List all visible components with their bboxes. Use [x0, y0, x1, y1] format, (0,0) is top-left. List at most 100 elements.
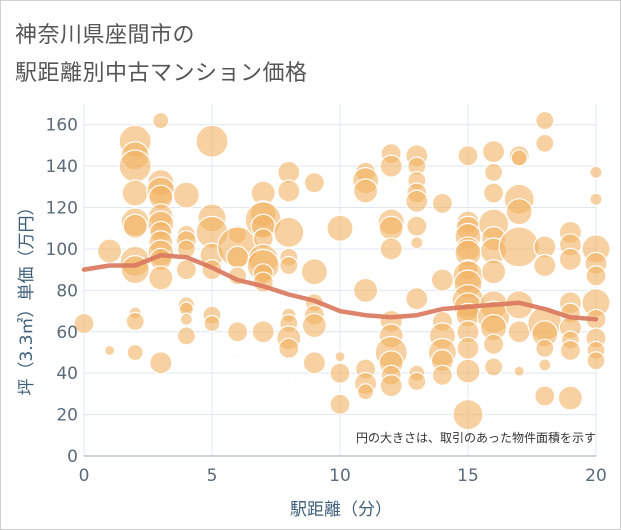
- data-point: [96, 238, 123, 264]
- data-point: [149, 351, 173, 375]
- data-point: [278, 337, 300, 359]
- data-point: [586, 351, 606, 371]
- data-point: [251, 320, 275, 344]
- data-point: [431, 192, 453, 214]
- data-point: [302, 351, 326, 375]
- data-point: [410, 236, 424, 250]
- x-tick-label: 10: [329, 466, 351, 486]
- data-point: [353, 277, 379, 303]
- data-point: [125, 311, 145, 332]
- data-point: [357, 383, 375, 401]
- data-point: [303, 172, 325, 194]
- chart-title-line-1: 神奈川県座間市の: [15, 23, 196, 48]
- data-point: [456, 336, 480, 360]
- data-point: [126, 343, 144, 362]
- data-point: [483, 182, 505, 204]
- data-point: [558, 247, 583, 271]
- data-point: [227, 321, 249, 343]
- data-point: [484, 357, 504, 377]
- data-point: [535, 133, 555, 153]
- data-point: [121, 179, 149, 207]
- data-point: [195, 124, 229, 158]
- data-point: [172, 181, 200, 209]
- y-tick-label: 0: [67, 447, 78, 467]
- x-axis-label: 駅距離（分）: [290, 500, 392, 520]
- y-tick-label: 120: [46, 199, 78, 219]
- data-point: [326, 214, 354, 242]
- data-point: [148, 265, 174, 291]
- data-point: [431, 364, 453, 386]
- data-point: [585, 265, 607, 287]
- trend-line: [81, 252, 599, 322]
- chart-title-line-2: 駅距離別中古マンション価格: [15, 61, 308, 86]
- x-tick-label: 0: [79, 466, 90, 486]
- data-point: [379, 154, 403, 178]
- data-point: [301, 312, 327, 339]
- data-point: [589, 192, 603, 206]
- data-point: [513, 365, 525, 377]
- data-point: [406, 215, 428, 237]
- y-tick-label: 140: [46, 157, 78, 177]
- data-point: [535, 338, 555, 358]
- data-point: [118, 149, 152, 183]
- data-point: [559, 339, 582, 361]
- data-point: [538, 358, 552, 372]
- data-point: [334, 351, 346, 363]
- data-point: [226, 245, 250, 269]
- data-point: [534, 385, 556, 407]
- data-point: [405, 287, 429, 311]
- data-point: [287, 375, 291, 379]
- data-point: [452, 398, 484, 431]
- data-point: [535, 110, 555, 131]
- data-point: [510, 149, 528, 167]
- data-point: [430, 268, 454, 292]
- x-tick-label: 5: [207, 466, 218, 486]
- trend-series: [81, 252, 599, 322]
- data-point: [405, 189, 429, 213]
- data-point: [407, 371, 427, 392]
- y-tick-label: 60: [56, 323, 78, 343]
- data-point: [236, 355, 240, 359]
- y-tick-label: 100: [46, 240, 78, 260]
- y-tick-label: 160: [46, 116, 78, 136]
- data-point: [300, 258, 328, 286]
- data-point: [273, 216, 305, 248]
- data-point: [482, 140, 506, 164]
- data-point: [73, 312, 95, 335]
- data-point: [152, 111, 170, 130]
- data-point: [507, 320, 531, 344]
- data-point: [329, 393, 351, 415]
- x-tick-label: 20: [585, 466, 607, 486]
- bubbles: [73, 110, 611, 431]
- tick-labels: 0 5 10 15 20 0 20 40 60 80 100 120 140 160: [46, 116, 607, 486]
- data-point: [589, 165, 603, 179]
- data-point: [484, 162, 504, 182]
- y-axis-label: 坪（3.3㎡）単価（万円）: [17, 198, 37, 395]
- data-point: [457, 145, 479, 167]
- y-tick-label: 40: [56, 364, 78, 384]
- data-point: [557, 385, 584, 411]
- data-point: [179, 312, 193, 326]
- data-point: [455, 358, 481, 384]
- data-point: [329, 362, 351, 384]
- data-point: [533, 253, 557, 278]
- data-point: [379, 237, 403, 261]
- y-tick-label: 20: [56, 406, 78, 426]
- data-point: [483, 333, 505, 355]
- data-point: [122, 213, 148, 239]
- data-point: [279, 255, 299, 276]
- x-tick-label: 15: [457, 466, 479, 486]
- data-point: [378, 215, 404, 241]
- data-point: [379, 374, 403, 398]
- data-point: [175, 259, 197, 281]
- data-point: [103, 344, 116, 356]
- y-tick-label: 80: [56, 281, 78, 301]
- data-point: [176, 326, 196, 346]
- data-point: [203, 314, 221, 333]
- data-point: [277, 179, 301, 203]
- data-point: [353, 178, 379, 204]
- size-annotation: 円の大きさは、取引のあった物件面積を示す: [356, 430, 596, 445]
- data-point: [505, 198, 533, 226]
- data-point: [481, 259, 507, 285]
